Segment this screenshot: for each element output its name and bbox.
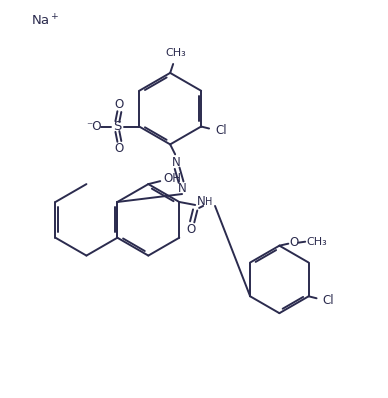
Text: N: N (178, 181, 187, 195)
Text: OH: OH (163, 172, 181, 185)
Text: O: O (115, 98, 124, 111)
Text: N: N (197, 195, 206, 209)
Text: N: N (172, 156, 180, 169)
Text: CH₃: CH₃ (166, 48, 187, 58)
Text: O: O (115, 142, 124, 155)
Text: O: O (187, 223, 196, 236)
Text: Cl: Cl (215, 124, 227, 137)
Text: O: O (290, 236, 299, 249)
Text: Cl: Cl (323, 294, 334, 307)
Text: Na$^+$: Na$^+$ (31, 14, 60, 29)
Text: ⁻O: ⁻O (86, 120, 101, 133)
Text: S: S (113, 120, 121, 133)
Text: CH₃: CH₃ (307, 237, 327, 247)
Text: H: H (205, 197, 213, 207)
